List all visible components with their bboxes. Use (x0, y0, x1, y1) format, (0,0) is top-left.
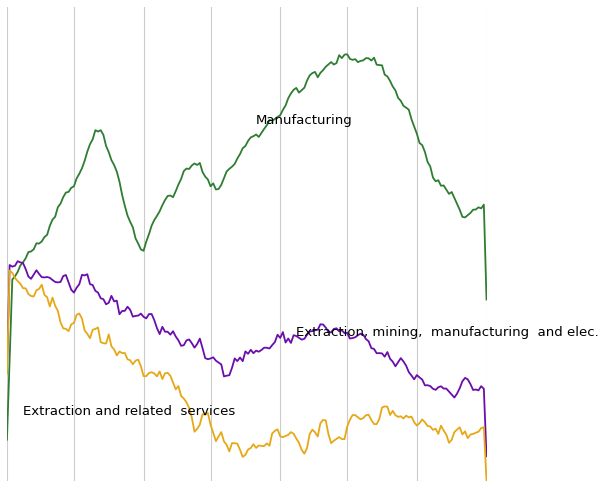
Text: Extraction, mining,  manufacturing  and elec.: Extraction, mining, manufacturing and el… (297, 326, 599, 339)
Text: Extraction and related  services: Extraction and related services (23, 405, 235, 418)
Text: Manufacturing: Manufacturing (256, 114, 353, 127)
